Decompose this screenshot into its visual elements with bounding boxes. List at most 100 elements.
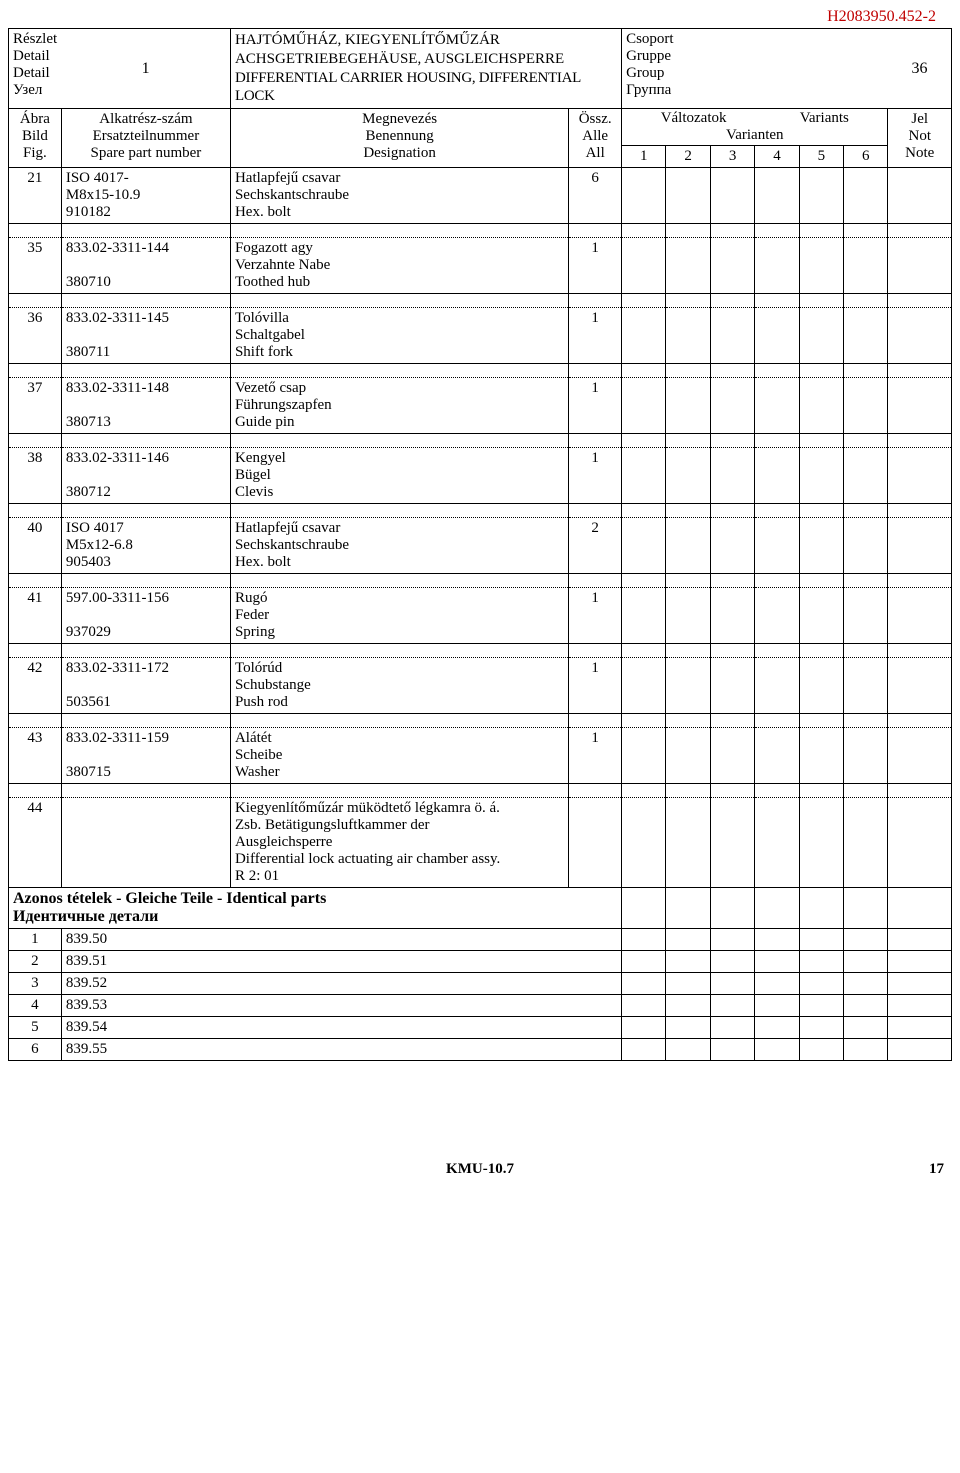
- identical-row: 1839.50: [9, 929, 952, 951]
- col-all: Össz.: [579, 111, 612, 127]
- table-row: 41597.00-3311-156 937029Rugó Feder Sprin…: [9, 588, 952, 644]
- cell: 833.02-3311-172 503561: [61, 658, 230, 714]
- empty-cell: [888, 951, 952, 973]
- empty-cell: [710, 929, 754, 951]
- variant-cell: [755, 588, 799, 644]
- empty-cell: [622, 951, 666, 973]
- variant-cell: [799, 168, 843, 224]
- title-line: HAJTÓMŰHÁZ, KIEGYENLÍTŐMŰZÁR: [235, 32, 500, 48]
- cell: 38: [9, 448, 62, 504]
- col-note: Jel: [911, 111, 928, 127]
- col-fig: Bild: [22, 128, 48, 144]
- variant-cell: [755, 658, 799, 714]
- ident-num: 3: [9, 973, 62, 995]
- note-cell: [888, 518, 952, 574]
- empty-cell: [799, 995, 843, 1017]
- note-cell: [888, 308, 952, 364]
- ident-num: 4: [9, 995, 62, 1017]
- variant-cell: [710, 518, 754, 574]
- detail-label: Részlet: [13, 31, 57, 47]
- empty-cell: [888, 995, 952, 1017]
- note-cell: [888, 378, 952, 434]
- empty-cell: [844, 1017, 888, 1039]
- variant-cell: [710, 308, 754, 364]
- cell: 40: [9, 518, 62, 574]
- variant-cell: [799, 588, 843, 644]
- empty-cell: [799, 1017, 843, 1039]
- footer-center: KMU-10.7: [387, 1161, 573, 1178]
- empty-cell: [710, 973, 754, 995]
- ident-val: 839.50: [61, 929, 621, 951]
- cell: Kiegyenlítőműzár müködtető légkamra ö. á…: [230, 798, 568, 888]
- col-fig: Ábra: [20, 111, 50, 127]
- variant-cell: [710, 798, 754, 888]
- variant-cell: [710, 168, 754, 224]
- detail-label: Узел: [13, 82, 42, 98]
- ident-num: 6: [9, 1039, 62, 1061]
- table-row: 38833.02-3311-146 380712Kengyel Bügel Cl…: [9, 448, 952, 504]
- cell: 833.02-3311-145 380711: [61, 308, 230, 364]
- variant-cell: [622, 798, 666, 888]
- cell: [61, 798, 230, 888]
- variant-cell: [666, 588, 710, 644]
- parts-table: Részlet Detail Detail Узел 1 HAJTÓMŰHÁZ,…: [8, 28, 952, 1061]
- identical-title-ru: Идентичные детали: [13, 908, 617, 926]
- variant-cell: [844, 238, 888, 294]
- variant-cell: [799, 448, 843, 504]
- cell: 833.02-3311-148 380713: [61, 378, 230, 434]
- variant-cell: [844, 728, 888, 784]
- cell: 1: [569, 728, 622, 784]
- variant-cell: [844, 798, 888, 888]
- variant-cell: [755, 378, 799, 434]
- empty-cell: [844, 929, 888, 951]
- identical-row: 3839.52: [9, 973, 952, 995]
- ident-num: 1: [9, 929, 62, 951]
- variant-cell: [666, 448, 710, 504]
- empty-cell: [755, 973, 799, 995]
- detail-number: 1: [142, 60, 150, 77]
- col-part: Alkatrész-szám: [99, 111, 192, 127]
- col-note: Not: [908, 128, 931, 144]
- cell: 1: [569, 448, 622, 504]
- ident-val: 839.53: [61, 995, 621, 1017]
- identical-row: 4839.53: [9, 995, 952, 1017]
- table-row: 36833.02-3311-145 380711Tolóvilla Schalt…: [9, 308, 952, 364]
- variant-cell: [799, 308, 843, 364]
- empty-cell: [799, 951, 843, 973]
- variant-cell: [799, 518, 843, 574]
- empty-cell: [666, 951, 710, 973]
- variant-cell: [666, 238, 710, 294]
- document-id: H2083950.452-2: [8, 8, 952, 26]
- note-cell: [888, 238, 952, 294]
- col-variants: Változatok: [661, 110, 727, 127]
- ident-val: 839.55: [61, 1039, 621, 1061]
- empty-cell: [666, 1017, 710, 1039]
- note-cell: [888, 588, 952, 644]
- variant-cell: [622, 658, 666, 714]
- variant-cell: [710, 378, 754, 434]
- cell: 833.02-3311-146 380712: [61, 448, 230, 504]
- col-desig: Megnevezés: [362, 111, 437, 127]
- empty-cell: [888, 973, 952, 995]
- group-number: 36: [911, 60, 927, 77]
- note-cell: [888, 658, 952, 714]
- cell: 833.02-3311-159 380715: [61, 728, 230, 784]
- identical-title: Azonos tételek - Gleiche Teile - Identic…: [13, 890, 617, 908]
- col-note: Note: [905, 145, 934, 161]
- variant-cell: [755, 238, 799, 294]
- empty-cell: [844, 995, 888, 1017]
- variant-cell: [622, 378, 666, 434]
- col-varianten: Varianten: [624, 127, 885, 144]
- empty-cell: [755, 1017, 799, 1039]
- variant-cell: [799, 238, 843, 294]
- cell: ISO 4017 M5x12-6.8 905403: [61, 518, 230, 574]
- empty-cell: [622, 929, 666, 951]
- group-label: Group: [626, 65, 664, 81]
- variant-cell: [666, 308, 710, 364]
- spacer-row: [9, 714, 952, 728]
- col-fig: Fig.: [23, 145, 47, 161]
- cell: 43: [9, 728, 62, 784]
- variant-cell: [844, 518, 888, 574]
- cell: Vezető csap Führungszapfen Guide pin: [230, 378, 568, 434]
- ident-val: 839.51: [61, 951, 621, 973]
